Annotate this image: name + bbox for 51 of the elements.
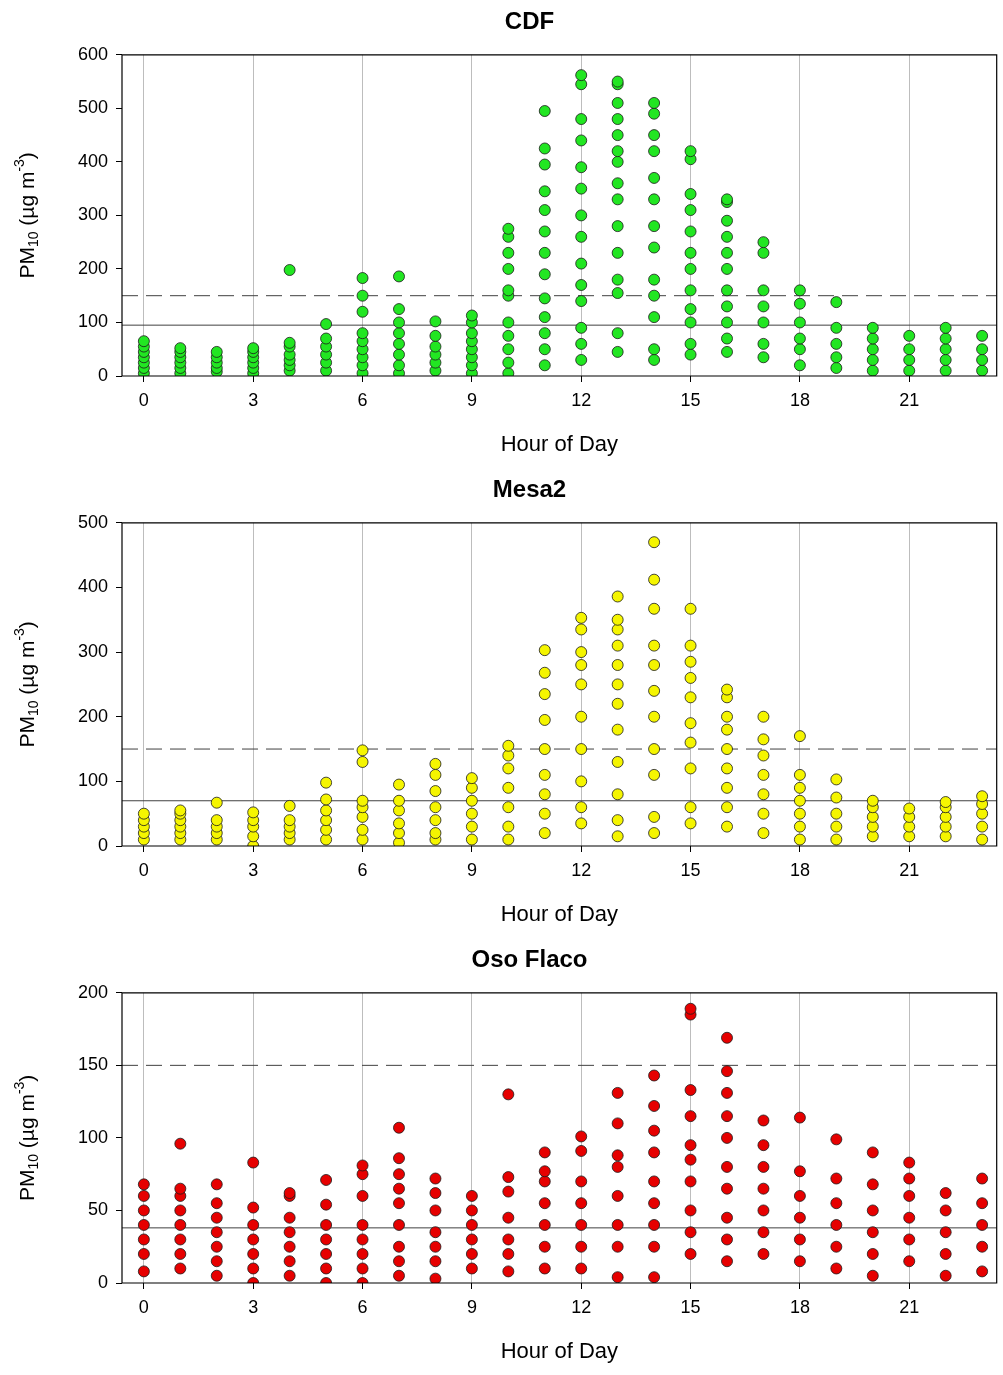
x-tick-label: 18 xyxy=(789,859,810,880)
x-tick-label: 0 xyxy=(138,389,149,410)
x-tick-label: 12 xyxy=(571,389,592,410)
x-tick-label: 18 xyxy=(789,389,810,410)
chart-title: Oso Flaco xyxy=(471,945,588,973)
x-tick-label: 18 xyxy=(789,1296,810,1317)
y-tick-label: 0 xyxy=(97,364,108,385)
x-tick-label: 3 xyxy=(248,859,259,880)
y-tick-label: 100 xyxy=(77,1126,108,1147)
y-tick-label: 50 xyxy=(87,1199,108,1220)
y-tick-label: 500 xyxy=(77,97,108,118)
x-tick-label: 21 xyxy=(899,859,920,880)
x-axis-title: Hour of Day xyxy=(500,900,619,926)
y-tick-label: 200 xyxy=(77,981,108,1002)
y-axis-title: PM10 (µg m-3) xyxy=(10,1074,41,1202)
x-tick-label: 3 xyxy=(248,1296,259,1317)
x-tick-label: 9 xyxy=(466,1296,477,1317)
y-tick-label: 200 xyxy=(77,257,108,278)
x-tick-label: 6 xyxy=(357,1296,368,1317)
y-axis-title: PM10 (µg m-3) xyxy=(10,152,41,279)
chart-title: CDF xyxy=(504,7,555,35)
x-tick-label: 21 xyxy=(899,389,920,410)
x-tick-label: 15 xyxy=(680,389,701,410)
x-tick-label: 12 xyxy=(571,1296,592,1317)
y-tick-label: 0 xyxy=(97,834,108,855)
y-tick-label: 300 xyxy=(77,641,108,662)
x-tick-label: 9 xyxy=(466,389,477,410)
x-axis-title: Hour of Day xyxy=(500,1337,619,1363)
chart-title: Mesa2 xyxy=(492,475,567,503)
y-tick-label: 600 xyxy=(77,43,108,64)
y-axis-title: PM10 (µg m-3) xyxy=(10,621,41,748)
y-tick-label: 400 xyxy=(77,150,108,171)
x-tick-label: 6 xyxy=(357,389,368,410)
x-tick-label: 12 xyxy=(571,859,592,880)
x-tick-label: 6 xyxy=(357,859,368,880)
y-tick-label: 100 xyxy=(77,311,108,332)
x-tick-label: 15 xyxy=(680,859,701,880)
y-tick-label: 150 xyxy=(77,1054,108,1075)
y-tick-label: 0 xyxy=(97,1271,108,1292)
y-tick-label: 100 xyxy=(77,770,108,791)
y-tick-label: 300 xyxy=(77,204,108,225)
x-tick-label: 15 xyxy=(680,1296,701,1317)
x-tick-label: 21 xyxy=(899,1296,920,1317)
y-tick-label: 200 xyxy=(77,705,108,726)
x-tick-label: 0 xyxy=(138,859,149,880)
x-tick-label: 9 xyxy=(466,859,477,880)
x-axis-title: Hour of Day xyxy=(500,430,619,456)
y-tick-label: 400 xyxy=(77,576,108,597)
x-tick-label: 0 xyxy=(138,1296,149,1317)
x-tick-label: 3 xyxy=(248,389,259,410)
y-tick-label: 500 xyxy=(77,511,108,532)
